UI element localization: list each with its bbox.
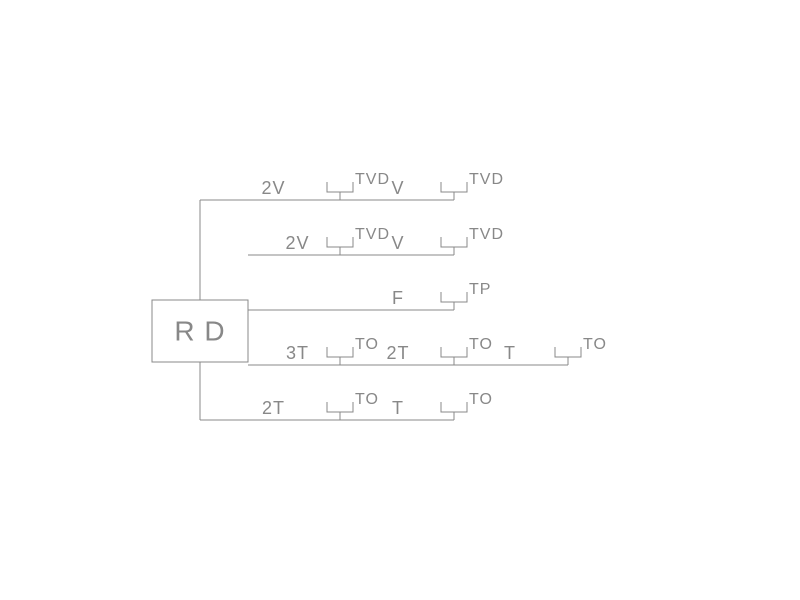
- row-prefix-label: 2V: [261, 178, 285, 198]
- gap-label: F: [392, 288, 404, 308]
- row-prefix-label: 2V: [285, 233, 309, 253]
- device-box: [441, 292, 467, 302]
- device-label: TO: [583, 336, 607, 353]
- device-label: TO: [469, 336, 493, 353]
- device-box: [441, 237, 467, 247]
- device-label: TO: [469, 391, 493, 408]
- row-prefix-label: 3T: [286, 343, 309, 363]
- device-box: [441, 182, 467, 192]
- device-label: TP: [469, 281, 491, 298]
- gap-label: T: [392, 398, 404, 418]
- device-label: TVD: [355, 171, 390, 188]
- device-box: [441, 402, 467, 412]
- device-box: [327, 237, 353, 247]
- gap-label: 2T: [386, 343, 409, 363]
- device-box: [555, 347, 581, 357]
- circuit-diagram: R D2VTVDTVDV2VTVDTVDVTPF3TTOTOTO2TT2TTOT…: [0, 0, 800, 600]
- device-box: [327, 402, 353, 412]
- device-label: TO: [355, 336, 379, 353]
- gap-label: T: [504, 343, 516, 363]
- device-label: TO: [355, 391, 379, 408]
- device-box: [441, 347, 467, 357]
- gap-label: V: [391, 233, 404, 253]
- row-prefix-label: 2T: [262, 398, 285, 418]
- root-label: R D: [174, 316, 225, 347]
- device-box: [327, 347, 353, 357]
- device-box: [327, 182, 353, 192]
- gap-label: V: [391, 178, 404, 198]
- device-label: TVD: [469, 226, 504, 243]
- device-label: TVD: [355, 226, 390, 243]
- device-label: TVD: [469, 171, 504, 188]
